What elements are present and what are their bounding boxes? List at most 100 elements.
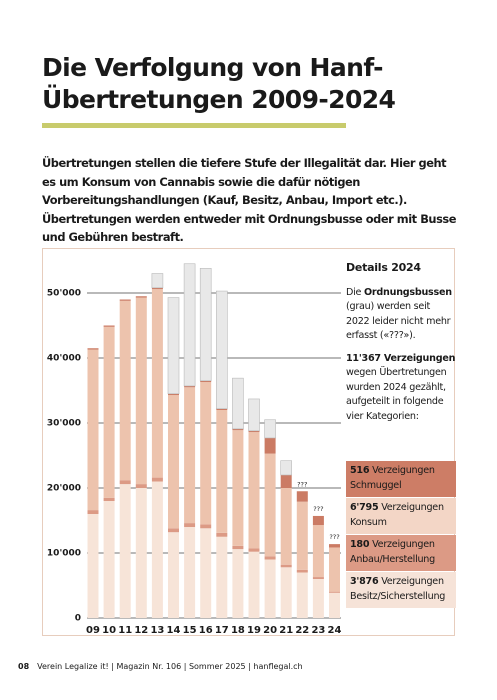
y-tick-label: 20'000 — [47, 484, 81, 494]
text: Die — [346, 286, 362, 298]
bar-segment — [280, 460, 292, 476]
bar-segment — [184, 385, 196, 388]
bar-segment — [151, 481, 163, 618]
bar-segment — [216, 536, 228, 618]
bar-segment — [264, 453, 276, 557]
legend-item: 6'795 Verzeigungen Konsum — [346, 498, 456, 534]
bar-segment — [119, 300, 131, 481]
bar-segment — [168, 393, 179, 396]
legend-value: 516 — [350, 465, 370, 476]
bar-segment — [216, 532, 228, 537]
x-tick-label: 13 — [150, 625, 164, 635]
bar-segment — [264, 559, 276, 618]
series-name: Ordnungsbussen — [364, 286, 452, 298]
legend-value: 3'876 — [350, 576, 379, 587]
bar-segment — [248, 432, 260, 549]
bar-segment — [216, 290, 228, 410]
text: (grau) werden seit 2022 leider nicht meh… — [346, 301, 451, 341]
bar-segment — [135, 484, 147, 488]
bar-segment — [329, 547, 340, 592]
bar-segment — [280, 564, 292, 568]
annotation: ??? — [313, 505, 323, 513]
bar-segment — [135, 488, 147, 618]
legend-item: 3'876 Verzeigungen Besitz/Sicherstellung — [346, 572, 456, 608]
bar-segment — [87, 348, 99, 350]
bar-segment — [151, 289, 163, 478]
bar-segment — [168, 528, 179, 533]
bar-segment — [103, 326, 115, 498]
annotation: ??? — [297, 480, 307, 488]
rule — [42, 123, 346, 128]
bar-segment — [312, 515, 324, 526]
legend-label: Verzeigungen Anbau/Herstellung — [350, 539, 435, 565]
bar-segment — [168, 532, 179, 618]
bar-segment — [135, 297, 147, 485]
bar-segment — [232, 549, 244, 618]
annotation: ??? — [329, 533, 339, 541]
x-tick-label: 15 — [183, 625, 197, 635]
bar-segment — [232, 377, 244, 430]
bar-segment — [296, 572, 308, 618]
bar-segment — [264, 556, 276, 560]
legend-item: 516 Verzeigungen Schmuggel — [346, 461, 456, 497]
y-tick-label: 30'000 — [47, 419, 81, 429]
legend: 516 Verzeigungen Schmuggel 6'795 Verzeigu… — [346, 461, 456, 609]
note: Die Ordnungsbussen (grau) werden seit 20… — [346, 286, 456, 344]
bar-segment — [232, 428, 244, 431]
bar-segment — [119, 480, 131, 485]
bar-segment — [200, 380, 212, 383]
bar-segment — [87, 514, 99, 618]
bar-segment — [87, 349, 99, 511]
x-tick-label: 16 — [199, 625, 213, 635]
bar-segment — [216, 408, 228, 410]
text: wegen Übertretungen wurden 2024 gezählt,… — [346, 367, 447, 422]
x-tick-label: 20 — [263, 625, 277, 635]
bar-segment — [151, 273, 164, 289]
bar-segment — [167, 297, 180, 395]
bar-segment — [103, 501, 115, 618]
bar-segment — [296, 569, 308, 573]
bar-segment — [329, 592, 340, 618]
total: 11'367 Verzeigungen wegen Übertretungen … — [346, 352, 456, 425]
title: Die Verfolgung von Hanf- Übertretungen 20… — [42, 52, 396, 116]
legend-label: Verzeigungen Besitz/Sicherstellung — [350, 576, 446, 602]
bar-segment — [199, 267, 212, 382]
bar-segment — [119, 484, 131, 618]
x-tick-label: 09 — [86, 625, 100, 635]
x-tick-label: 10 — [102, 625, 116, 635]
chart-box: 0 10'000 20'000 30'000 40'000 50'000 09 10 11 12 1… — [42, 248, 456, 636]
bar-segment — [184, 527, 196, 618]
bar-segment — [264, 419, 276, 439]
legend-value: 6'795 — [350, 502, 379, 513]
bar-segment — [103, 497, 115, 501]
bar-segment — [296, 501, 308, 570]
x-tick-label: 22 — [295, 625, 309, 635]
bar-segment — [151, 477, 163, 482]
bar-segment — [183, 263, 196, 387]
page-number: 08 — [18, 662, 30, 671]
y-tick-label: 50'000 — [47, 289, 81, 299]
bar-segment — [248, 551, 260, 618]
bar-segment — [312, 525, 324, 578]
y-tick-label: 10'000 — [47, 549, 81, 559]
bar-segment — [135, 296, 147, 298]
x-tick-label: 17 — [215, 625, 229, 635]
bar-segment — [216, 410, 228, 533]
legend-label: Verzeigungen Konsum — [350, 502, 444, 528]
x-tick-label: 11 — [118, 625, 132, 635]
footer-text: Verein Legalize it! | Magazin Nr. 106 | … — [37, 662, 303, 671]
bar-segment — [248, 548, 260, 552]
bar-segment — [264, 437, 276, 454]
bar-segment — [232, 545, 244, 550]
bar-segment — [232, 430, 244, 546]
bar-segment — [248, 398, 260, 432]
bar-segment — [103, 325, 115, 327]
x-tick-label: 18 — [231, 625, 245, 635]
y-tick-label: 40'000 — [47, 354, 81, 364]
bar-segment — [329, 591, 340, 593]
bar-segment — [184, 523, 196, 527]
bar-segment — [87, 510, 99, 514]
bar-segment — [312, 577, 324, 579]
legend-item: 180 Verzeigungen Anbau/Herstellung — [346, 535, 456, 571]
